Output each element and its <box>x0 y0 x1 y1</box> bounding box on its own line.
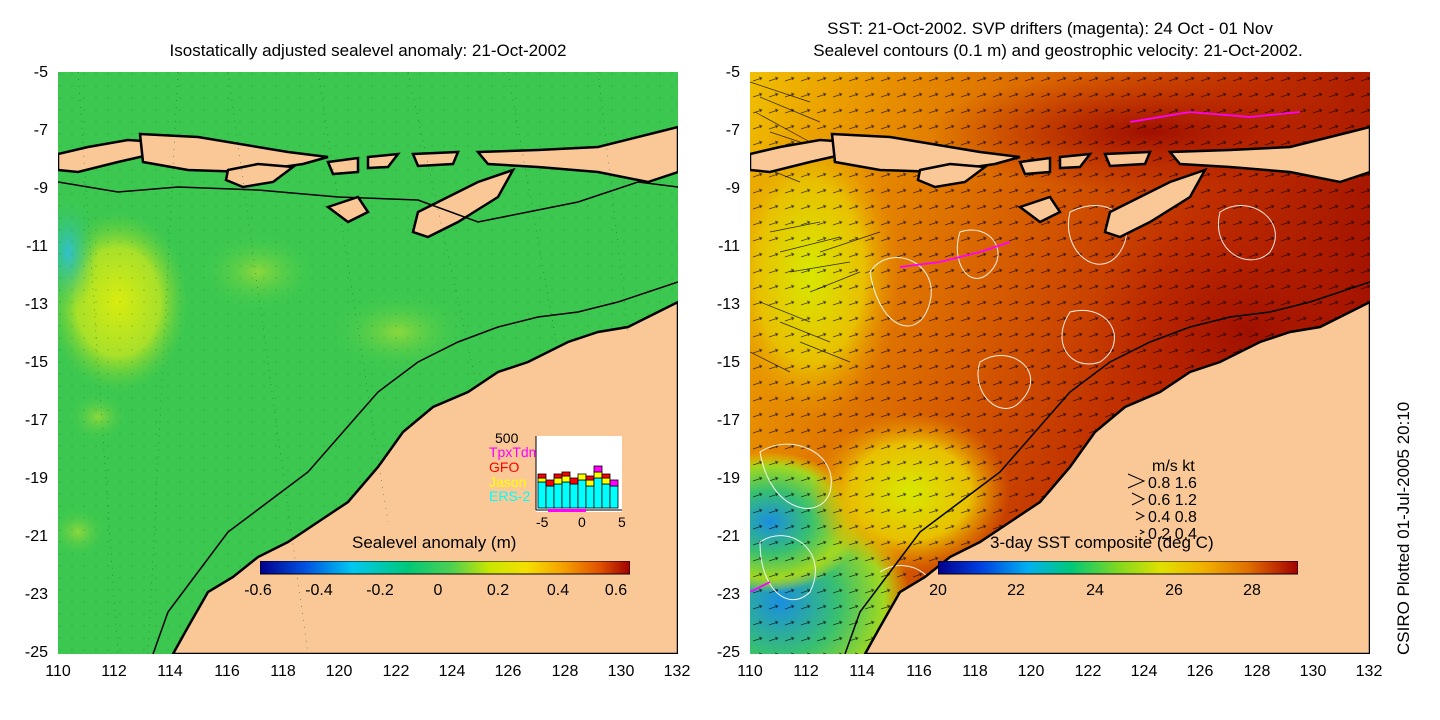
svp-drifter-tracks <box>750 111 1301 593</box>
right-ytick: -13 <box>716 296 740 313</box>
left-xtick: 118 <box>270 663 296 680</box>
right-ytick: -19 <box>716 470 740 487</box>
inset-ymax-label: 500 <box>495 430 519 446</box>
left-xtick: 120 <box>325 663 353 680</box>
left-map-title: Isostatically adjusted sealevel anomaly:… <box>169 41 567 60</box>
velocity-legend-row: 0.2 0.4 <box>1148 526 1197 543</box>
right-cb-tick: 28 <box>1243 582 1261 599</box>
right-xtick: 124 <box>1130 663 1158 680</box>
left-colorbar <box>260 561 630 575</box>
right-ytick: -17 <box>716 412 740 429</box>
left-xtick: 124 <box>438 663 466 680</box>
inset-histogram <box>535 436 622 512</box>
left-xtick: 126 <box>494 663 522 680</box>
right-xtick: 132 <box>1355 663 1383 680</box>
right-xtick: 116 <box>906 663 932 680</box>
right-xtick: 110 <box>737 663 763 680</box>
right-xtick: 120 <box>1017 663 1045 680</box>
right-ytick: -5 <box>725 64 740 81</box>
left-ytick: -25 <box>24 644 48 661</box>
right-cb-tick: 24 <box>1086 582 1104 599</box>
legend-tpxtdm: TpxTdm <box>489 444 541 460</box>
right-xtick: 126 <box>1186 663 1214 680</box>
left-cb-tick: -0.4 <box>305 582 333 599</box>
left-ytick: -5 <box>33 64 48 81</box>
left-xtick: 130 <box>607 663 635 680</box>
left-ytick: -17 <box>24 412 48 429</box>
left-ytick: -19 <box>24 470 48 487</box>
left-xtick: 112 <box>101 663 127 680</box>
left-cb-tick: 0.6 <box>604 582 628 599</box>
left-ytick: -21 <box>24 528 48 545</box>
right-ytick: -11 <box>718 238 740 255</box>
velocity-legend-row: 0.6 1.2 <box>1148 492 1197 509</box>
velocity-legend-arrows <box>1127 473 1146 535</box>
left-ytick: -15 <box>24 354 48 371</box>
right-xtick: 122 <box>1074 663 1102 680</box>
inset-xtick: 5 <box>618 514 626 530</box>
right-map-title-line1: SST: 21-Oct-2002. SVP drifters (magenta)… <box>827 19 1273 38</box>
right-colorbar <box>938 561 1298 575</box>
left-cb-tick: -0.2 <box>366 582 394 599</box>
right-xtick: 112 <box>793 663 819 680</box>
left-ytick: -9 <box>33 180 48 197</box>
right-ytick: -25 <box>716 644 740 661</box>
inset-xtick: -5 <box>536 514 549 530</box>
left-xtick: 132 <box>663 663 691 680</box>
velocity-legend-row: 0.8 1.6 <box>1148 475 1197 492</box>
legend-ers2: ERS-2 <box>489 488 531 504</box>
right-ytick: -9 <box>725 180 740 197</box>
right-xtick: 130 <box>1299 663 1327 680</box>
legend-gfo: GFO <box>489 459 520 475</box>
left-colorbar-label: Sealevel anomaly (m) <box>352 533 517 552</box>
velocity-legend-header: m/s kt <box>1152 458 1195 475</box>
left-cb-tick: -0.6 <box>244 582 272 599</box>
left-ytick: -7 <box>33 122 48 139</box>
right-ytick: -15 <box>716 354 740 371</box>
left-cb-tick: 0.4 <box>546 582 570 599</box>
left-xtick: 110 <box>45 663 71 680</box>
right-cb-tick: 22 <box>1007 582 1025 599</box>
left-ytick: -11 <box>26 238 48 255</box>
left-xtick: 128 <box>551 663 579 680</box>
plot-credit: CSIRO Plotted 01-Jul-2005 20:10 <box>1394 401 1413 655</box>
right-ytick: -7 <box>725 122 740 139</box>
left-map <box>58 72 678 654</box>
right-colorbar-label: 3-day SST composite (deg C) <box>990 533 1214 552</box>
left-xtick: 116 <box>214 663 240 680</box>
inset-xtick: 0 <box>578 514 586 530</box>
right-xtick: 128 <box>1243 663 1271 680</box>
right-ytick: -21 <box>716 528 740 545</box>
left-xtick: 122 <box>382 663 410 680</box>
right-xtick: 114 <box>849 663 875 680</box>
right-ytick: -23 <box>716 586 740 603</box>
left-cb-tick: 0 <box>433 582 443 599</box>
right-map-title-line2: Sealevel contours (0.1 m) and geostrophi… <box>813 41 1303 60</box>
velocity-legend-row: 0.4 0.8 <box>1148 509 1197 526</box>
left-ytick: -13 <box>24 296 48 313</box>
left-ytick: -23 <box>24 586 48 603</box>
legend-jason: Jason <box>489 474 527 490</box>
left-xtick: 114 <box>157 663 183 680</box>
left-cb-tick: 0.2 <box>486 582 510 599</box>
right-xtick: 118 <box>962 663 988 680</box>
right-cb-tick: 20 <box>929 582 947 599</box>
right-cb-tick: 26 <box>1165 582 1183 599</box>
